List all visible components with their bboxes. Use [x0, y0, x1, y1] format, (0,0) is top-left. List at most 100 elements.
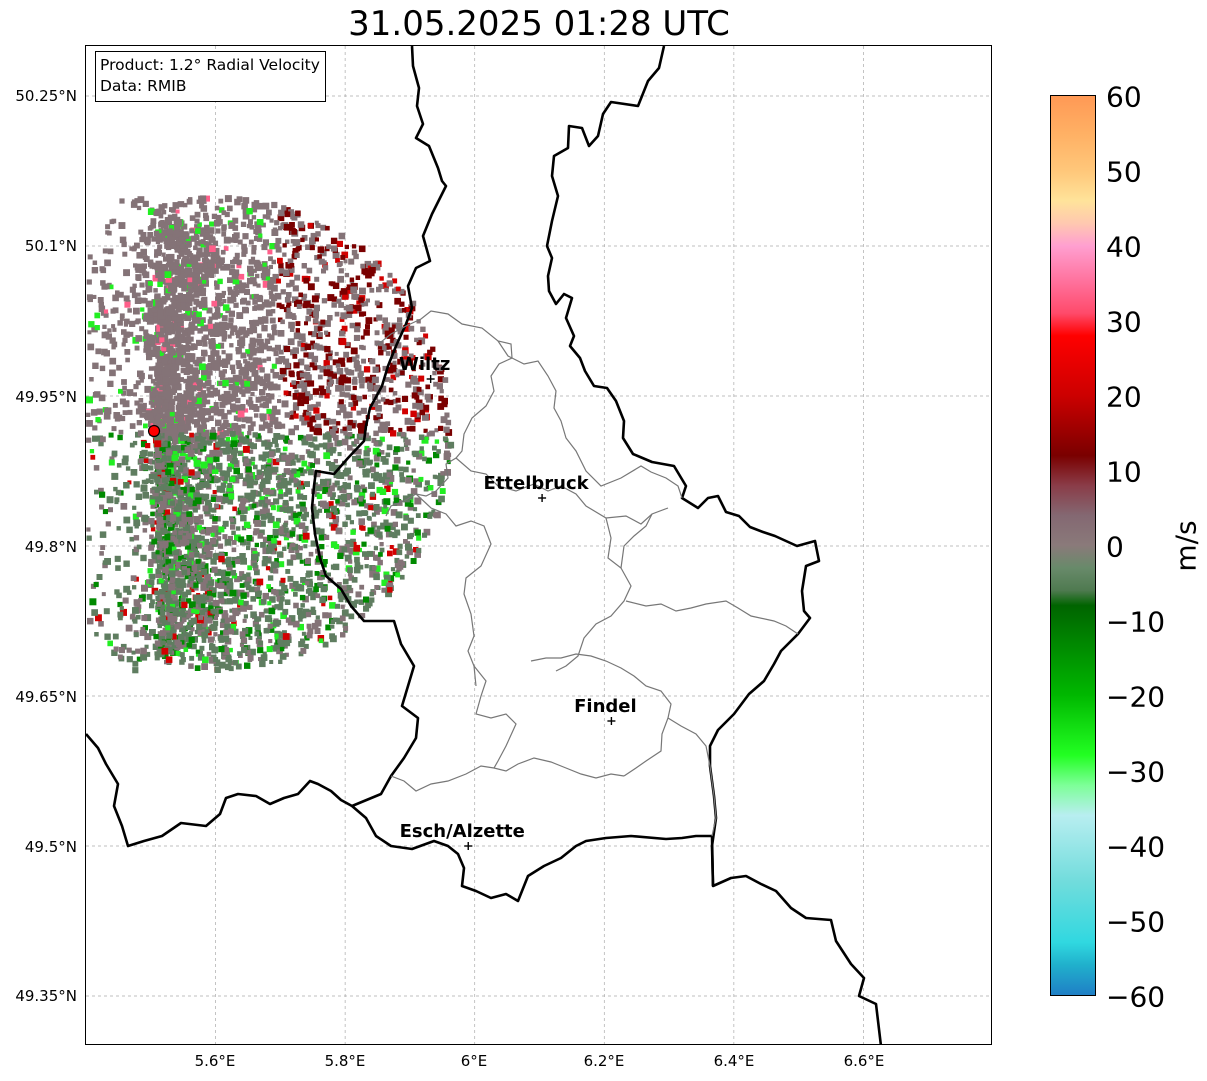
radar-echo-pixel: [165, 244, 172, 251]
radar-echo-pixel: [212, 531, 219, 538]
radar-echo-pixel: [317, 254, 322, 259]
radar-echo-pixel: [221, 231, 227, 237]
radar-echo-pixel: [244, 380, 251, 387]
radar-echo-pixel: [337, 552, 344, 559]
radar-echo-pixel: [173, 428, 178, 434]
radar-echo-pixel: [399, 472, 404, 477]
radar-echo-pixel: [266, 408, 272, 414]
radar-echo-pixel: [445, 419, 452, 426]
radar-echo-pixel: [189, 487, 195, 493]
radar-echo-pixel: [251, 404, 258, 410]
radar-echo-pixel: [246, 328, 253, 335]
radar-echo-pixel: [194, 471, 201, 478]
radar-echo-pixel: [266, 345, 272, 352]
radar-echo-pixel: [159, 421, 166, 428]
radar-echo-pixel: [372, 376, 379, 383]
radar-echo-pixel: [229, 615, 236, 622]
radar-echo-pixel: [152, 390, 159, 396]
radar-echo-pixel: [164, 430, 170, 436]
radar-echo-pixel: [139, 629, 146, 636]
radar-echo-pixel: [86, 420, 93, 427]
radar-echo-pixel: [309, 415, 317, 423]
radar-echo-pixel: [378, 284, 384, 289]
radar-echo-pixel: [164, 476, 170, 482]
radar-echo-pixel: [268, 264, 273, 269]
radar-echo-pixel: [243, 477, 247, 482]
radar-echo-pixel: [264, 338, 271, 344]
radar-echo-pixel: [247, 431, 252, 436]
radar-echo-pixel: [388, 387, 394, 393]
radar-echo-pixel: [211, 427, 216, 432]
radar-map[interactable]: Wiltz Ettelbruck Findel Esch/Alzette: [85, 45, 992, 1045]
radar-echo-pixel: [359, 287, 366, 295]
radar-echo-pixel: [314, 220, 319, 225]
radar-echo-pixel: [323, 420, 329, 426]
radar-echo-pixel: [235, 663, 242, 670]
radar-echo-pixel: [254, 375, 261, 382]
radar-echo-pixel: [172, 522, 179, 528]
radar-echo-pixel: [318, 528, 325, 535]
radar-echo-pixel: [174, 316, 182, 323]
radar-echo-pixel: [213, 615, 218, 620]
radar-echo-pixel: [382, 365, 388, 371]
radar-echo-pixel: [425, 457, 432, 464]
radar-echo-pixel: [215, 255, 221, 261]
radar-echo-pixel: [261, 222, 266, 228]
radar-echo-pixel: [194, 552, 200, 558]
radar-echo-pixel: [283, 522, 288, 528]
radar-echo-pixel: [361, 358, 366, 364]
radar-echo-pixel: [258, 424, 266, 431]
radar-echo-pixel: [159, 616, 166, 623]
radar-echo-pixel: [190, 581, 196, 587]
radar-echo-pixel: [339, 488, 345, 493]
radar-echo-pixel: [250, 381, 255, 386]
radar-echo-pixel: [195, 268, 200, 274]
radar-echo-pixel: [221, 265, 226, 270]
radar-echo-pixel: [124, 301, 131, 308]
radar-echo-pixel: [259, 529, 265, 535]
radar-echo-pixel: [133, 263, 138, 268]
radar-echo-pixel: [187, 493, 194, 499]
radar-echo-pixel: [230, 453, 237, 460]
radar-echo-pixel: [314, 619, 322, 627]
radar-echo-pixel: [145, 443, 151, 449]
radar-echo-pixel: [254, 586, 261, 593]
radar-echo-pixel: [306, 411, 312, 417]
radar-echo-pixel: [173, 549, 180, 556]
radar-echo-pixel: [386, 582, 394, 590]
radar-echo-pixel: [104, 633, 111, 640]
radar-echo-pixel: [190, 536, 198, 544]
radar-echo-pixel: [336, 367, 344, 375]
radar-echo-pixel: [310, 443, 315, 448]
radar-echo-pixel: [182, 238, 188, 243]
radar-echo-pixel: [225, 353, 233, 361]
radar-echo-pixel: [223, 390, 231, 398]
radar-echo-pixel: [260, 464, 266, 470]
radar-echo-pixel: [197, 598, 204, 605]
radar-echo-pixel: [148, 473, 155, 480]
radar-echo-pixel: [132, 549, 139, 556]
radar-echo-pixel: [314, 425, 320, 430]
radar-echo-pixel: [204, 431, 210, 437]
radar-echo-pixel: [187, 418, 193, 424]
radar-echo-pixel: [231, 547, 237, 553]
radar-echo-pixel: [117, 615, 123, 621]
radar-echo-pixel: [123, 295, 130, 302]
radar-echo-pixel: [178, 335, 184, 341]
radar-echo-pixel: [233, 467, 240, 475]
radar-echo-pixel: [100, 545, 106, 550]
radar-echo-pixel: [331, 296, 338, 302]
radar-echo-pixel: [169, 348, 175, 355]
radar-echo-pixel: [147, 568, 153, 574]
radar-echo-pixel: [360, 335, 365, 340]
radar-echo-pixel: [173, 488, 178, 494]
radar-echo-pixel: [273, 568, 279, 574]
radar-echo-pixel: [134, 320, 139, 325]
radar-echo-pixel: [313, 343, 320, 350]
radar-echo-pixel: [194, 419, 201, 425]
radar-echo-pixel: [271, 284, 278, 292]
radar-echo-pixel: [206, 436, 211, 441]
radar-echo-pixel: [413, 547, 419, 553]
radar-echo-pixel: [129, 442, 135, 448]
